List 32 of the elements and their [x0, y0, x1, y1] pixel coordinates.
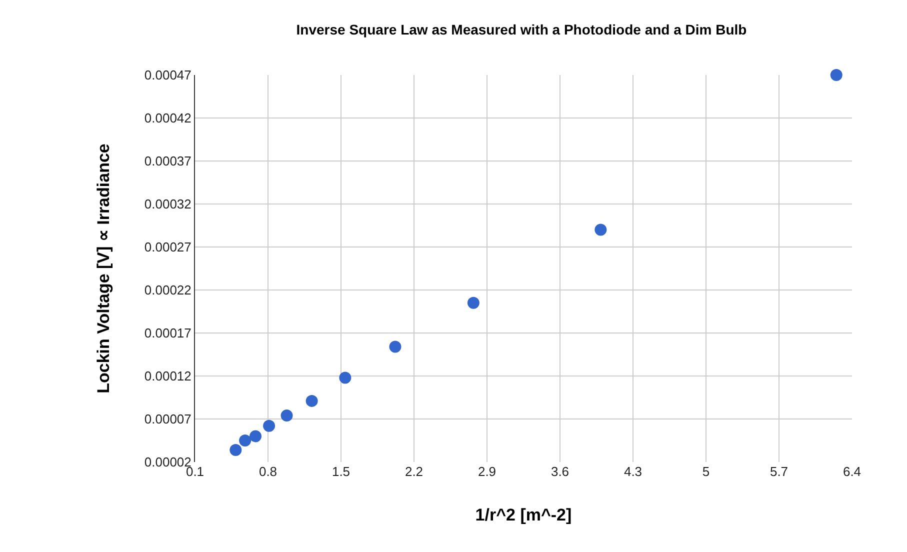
y-tick-label: 0.00007 [144, 412, 192, 427]
point [389, 340, 402, 353]
x-tick-label: 1.5 [332, 464, 350, 479]
point [239, 434, 252, 446]
point [249, 430, 262, 442]
x-tick-label: 0.8 [258, 464, 278, 479]
x-tick-label: 4.3 [624, 464, 642, 479]
x-tick-label: 3.6 [550, 464, 570, 479]
point [280, 410, 293, 422]
y-tick-label: 0.00042 [144, 110, 192, 126]
x-tick-label: 2.9 [478, 464, 496, 479]
x-tick-label: 6.4 [842, 464, 862, 479]
x-tick-label: 5 [702, 464, 710, 479]
point [263, 420, 276, 432]
y-tick-label: 0.00012 [144, 368, 192, 384]
point [230, 444, 242, 456]
y-tick-label: 0.00022 [144, 282, 192, 298]
y-axis-title: Lockin Voltage [V] ∝ Irradiance [94, 144, 113, 394]
y-tick-label: 0.00047 [144, 68, 192, 83]
y-tick-label: 0.00032 [144, 196, 192, 212]
point [467, 296, 480, 309]
point [339, 372, 352, 384]
x-tick-label: 5.7 [770, 464, 788, 479]
y-tick-label: 0.00027 [144, 240, 192, 255]
point [306, 394, 318, 407]
y-tick-label: 0.00037 [144, 154, 192, 169]
point [830, 69, 842, 81]
chart-title: Inverse Square Law as Measured with a Photodiode and a Dim Bulb [296, 22, 747, 38]
x-axis-title: 1/r^2 [m^-2] [475, 505, 572, 524]
point [594, 224, 607, 236]
y-tick-label: 0.00017 [144, 326, 192, 341]
x-tick-label: 2.2 [404, 464, 424, 479]
